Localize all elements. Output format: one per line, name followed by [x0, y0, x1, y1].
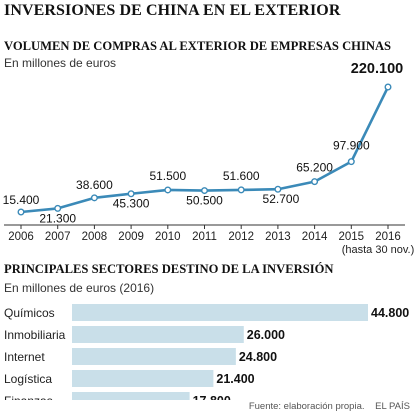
x-tick-label: 2010	[155, 231, 181, 243]
data-label: 38.600	[76, 178, 113, 192]
data-point	[311, 178, 319, 186]
data-point	[237, 186, 245, 194]
x-tick-label: 2012	[228, 231, 254, 243]
x-tick-label: 2014	[302, 231, 328, 243]
x-tick-label: 2015	[339, 231, 365, 243]
x-tick-label: 2009	[118, 231, 144, 243]
bar-chart-title: PRINCIPALES SECTORES DESTINO DE LA INVER…	[4, 262, 334, 276]
x-tick-label: 2006	[8, 231, 34, 243]
bar	[72, 370, 214, 387]
bar-value-label: 21.400	[216, 372, 254, 386]
line-chart-title: VOLUMEN DE COMPRAS AL EXTERIOR DE EMPRES…	[4, 39, 392, 53]
bar-value-label: 26.000	[247, 328, 285, 342]
bar	[72, 304, 368, 321]
data-point	[17, 208, 25, 216]
brand-label: EL PAÍS	[375, 401, 410, 412]
bar-category-label: Químicos	[4, 306, 55, 320]
data-point	[127, 190, 135, 198]
x-tick-label: 2016	[375, 231, 401, 243]
data-point	[54, 204, 62, 212]
data-point	[274, 185, 282, 193]
page-title: INVERSIONES DE CHINA EN EL EXTERIOR	[4, 2, 341, 19]
bar	[72, 348, 236, 365]
data-label: 51.600	[223, 169, 260, 183]
data-label: 52.700	[263, 192, 300, 206]
x-tick-label: 2011	[192, 231, 217, 243]
data-point	[200, 187, 208, 195]
data-point	[347, 158, 355, 166]
data-label: 21.300	[39, 211, 76, 225]
data-point	[164, 186, 172, 194]
charts-canvas: 2006 2007 2008 2009 2010 2011 2012 2013 2014 2015…	[3, 61, 414, 400]
data-label: 50.500	[186, 194, 223, 208]
source-note: Fuente: elaboración propia.	[248, 401, 365, 412]
bar-value-label: 24.800	[239, 350, 277, 364]
bar-category-label: Internet	[4, 350, 45, 364]
x-tick-label: 2007	[45, 231, 71, 243]
data-label: 220.100	[351, 61, 403, 77]
bar-value-label: 17.800	[193, 394, 231, 400]
data-label: 65.200	[296, 161, 333, 175]
bar-category-label: Inmobiliaria	[4, 328, 66, 342]
data-label: 45.300	[113, 197, 150, 211]
data-label: 15.400	[3, 193, 40, 207]
data-point	[384, 83, 392, 91]
x-tick-label: 2013	[265, 231, 291, 243]
bar-category-label: Logística	[4, 372, 52, 386]
footer: Fuente: elaboración propia. EL PAÍS	[241, 401, 410, 412]
bar-chart-unit: En millones de euros (2016)	[4, 281, 155, 295]
x-tick-label: 2008	[82, 231, 108, 243]
bar-value-label: 44.800	[371, 306, 409, 320]
bar	[72, 326, 244, 343]
data-label: 97.900	[333, 139, 370, 153]
bar	[72, 392, 190, 400]
data-label: 51.500	[149, 169, 186, 183]
bar-category-label: Finanzas	[4, 394, 53, 400]
data-point	[90, 194, 98, 202]
line-chart-unit: En millones de euros	[4, 56, 117, 70]
x-axis-note: (hasta 30 nov.)	[342, 244, 414, 256]
